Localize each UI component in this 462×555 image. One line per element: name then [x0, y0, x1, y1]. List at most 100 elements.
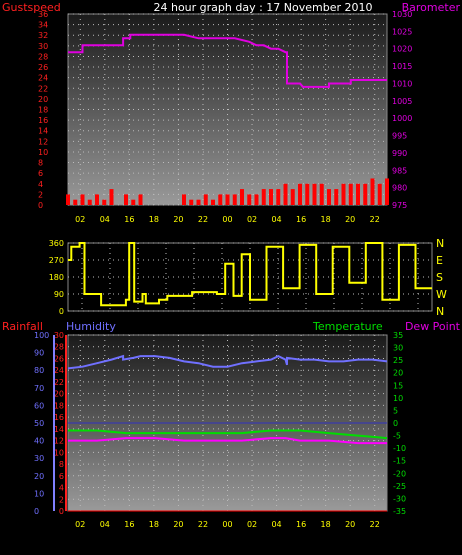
direction-tick-label: 270	[49, 256, 64, 265]
gust-bar	[232, 194, 237, 205]
x-tick-label: 18	[321, 215, 331, 224]
gust-tick-label: 0	[38, 201, 43, 210]
gust-bar	[218, 194, 223, 205]
gust-bar	[138, 194, 143, 205]
gust-bar	[377, 183, 382, 205]
temperature-tick-label: -15	[393, 457, 406, 466]
temperature-tick-label: 30	[393, 344, 403, 353]
gust-bar	[290, 189, 295, 205]
x-tick-label: 22	[198, 520, 208, 529]
dewpoint-header: Dew Point	[405, 320, 461, 333]
gust-tick-label: 2	[38, 190, 43, 199]
rainfall-tick-label: 6	[59, 472, 64, 481]
rainfall-tick-label: 8	[59, 460, 64, 469]
temperature-tick-label: -35	[393, 507, 406, 516]
x-tick-label: 04	[100, 215, 110, 224]
x-tick-label: 18	[149, 520, 159, 529]
gust-tick-label: 32	[38, 31, 48, 40]
temperature-header: Temperature	[312, 320, 383, 333]
humidity-tick-label: 90	[34, 349, 44, 358]
temperature-tick-label: 15	[393, 381, 403, 390]
humidity-line	[67, 354, 388, 370]
x-tick-label: 20	[173, 520, 183, 529]
x-tick-label: 16	[124, 215, 134, 224]
rainfall-tick-label: 10	[54, 448, 64, 457]
humidity-tick-label: 100	[34, 331, 49, 340]
gust-bar	[240, 189, 244, 205]
gust-bar	[341, 183, 346, 205]
gust-bar	[269, 189, 273, 205]
direction-tick-label: 0	[59, 307, 64, 316]
barometer-tick-label: 1005	[392, 97, 412, 106]
gust-bar	[196, 199, 201, 205]
temperature-tick-label: -5	[393, 432, 401, 441]
gust-bar	[66, 194, 70, 205]
compass-label: E	[436, 254, 443, 267]
gust-tick-label: 6	[38, 169, 43, 178]
rainfall-tick-label: 24	[54, 366, 64, 375]
gust-bar	[283, 183, 288, 205]
humidity-tick-label: 50	[34, 419, 44, 428]
direction-tick-label: 360	[49, 239, 64, 248]
x-tick-label: 22	[198, 215, 208, 224]
gust-tick-label: 30	[38, 42, 48, 51]
x-tick-label: 16	[296, 520, 306, 529]
x-tick-label: 22	[370, 215, 380, 224]
gust-bar	[348, 183, 353, 205]
temperature-tick-label: 0	[393, 419, 398, 428]
x-tick-label: 02	[247, 215, 257, 224]
rainfall-tick-label: 22	[54, 378, 64, 387]
barometer-tick-label: 1020	[392, 45, 412, 54]
humidity-tick-label: 80	[34, 366, 44, 375]
barometer-line	[68, 33, 387, 88]
gust-bar	[370, 178, 375, 205]
gust-bar	[211, 199, 215, 205]
dewpoint-line	[68, 437, 387, 445]
x-tick-label: 18	[149, 215, 159, 224]
gust-tick-label: 20	[38, 95, 48, 104]
gust-tick-label: 8	[38, 159, 43, 168]
gust-bar	[298, 183, 302, 205]
barometer-tick-label: 1000	[392, 114, 412, 123]
gust-bar	[182, 194, 186, 205]
temperature-tick-label: -25	[393, 482, 406, 491]
temperature-tick-label: -30	[393, 494, 406, 503]
gust-bar	[276, 189, 281, 205]
gust-bar	[363, 183, 368, 205]
humidity-tick-label: 0	[34, 507, 39, 516]
barometer-header: Barometer	[402, 1, 461, 14]
temperature-tick-label: 35	[393, 331, 403, 340]
gust-bar	[73, 199, 78, 205]
rainfall-tick-label: 30	[54, 331, 64, 340]
gust-barometer-chart: 0246810121416182022242628303234369759809…	[38, 10, 412, 224]
x-tick-label: 02	[75, 215, 85, 224]
humidity-tick-label: 30	[34, 454, 44, 463]
temperature-tick-label: 25	[393, 356, 403, 365]
gust-bar	[319, 183, 324, 205]
gust-bar	[385, 178, 389, 205]
barometer-tick-label: 1025	[392, 27, 412, 36]
gust-tick-label: 18	[38, 106, 48, 115]
gust-bar	[109, 189, 114, 205]
rainfall-tick-label: 12	[54, 437, 64, 446]
gust-tick-label: 12	[38, 137, 48, 146]
gust-tick-label: 14	[38, 127, 48, 136]
gust-tick-label: 4	[38, 180, 43, 189]
barometer-tick-label: 975	[392, 201, 407, 210]
rainfall-tick-label: 18	[54, 401, 64, 410]
gust-bar	[247, 194, 252, 205]
rainfall-tick-label: 28	[54, 343, 64, 352]
gust-bar	[261, 189, 266, 205]
x-tick-label: 16	[296, 215, 306, 224]
gust-bar	[102, 199, 107, 205]
rainfall-header: Rainfall	[2, 320, 43, 333]
x-tick-label: 20	[345, 215, 355, 224]
gust-bar	[87, 199, 92, 205]
gust-bar	[189, 199, 194, 205]
direction-tick-label: 90	[54, 290, 64, 299]
temperature-tick-label: -10	[393, 444, 406, 453]
rainfall-tick-label: 4	[59, 484, 64, 493]
barometer-tick-label: 980	[392, 184, 407, 193]
